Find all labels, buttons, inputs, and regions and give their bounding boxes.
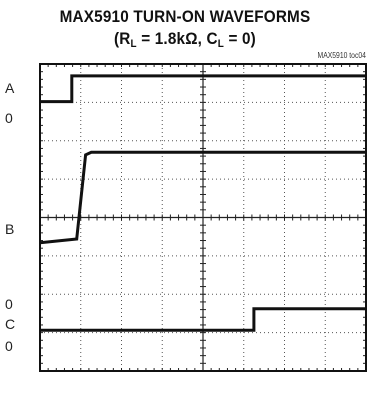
plot-frame bbox=[39, 63, 367, 372]
channel-b-label: B bbox=[5, 221, 15, 237]
channel-c-label: C bbox=[5, 316, 16, 332]
channel-b-zero-label: 0 bbox=[5, 296, 13, 312]
figure-id: MAX5910 toc04 bbox=[317, 51, 366, 60]
grid bbox=[39, 63, 367, 372]
channel-c-zero-label: 0 bbox=[5, 338, 13, 354]
channel-a-label: A bbox=[5, 80, 15, 96]
subtitle-open: (R bbox=[114, 29, 131, 48]
traces bbox=[39, 74, 366, 332]
trace-a-line bbox=[40, 74, 366, 104]
chart-title: MAX5910 TURN-ON WAVEFORMS bbox=[59, 7, 311, 26]
subtitle-r-value: = 1.8kΩ, C bbox=[136, 29, 218, 48]
channel-a-zero-label: 0 bbox=[5, 110, 13, 126]
subtitle-close: = 0) bbox=[224, 29, 256, 48]
trace-b-line bbox=[39, 150, 366, 245]
trace-c-line bbox=[40, 307, 366, 332]
r-load-subscript: L bbox=[130, 38, 137, 50]
chart-subtitle: (RL = 1.8kΩ, CL = 0) bbox=[19, 29, 352, 50]
c-load-subscript: L bbox=[217, 38, 225, 50]
